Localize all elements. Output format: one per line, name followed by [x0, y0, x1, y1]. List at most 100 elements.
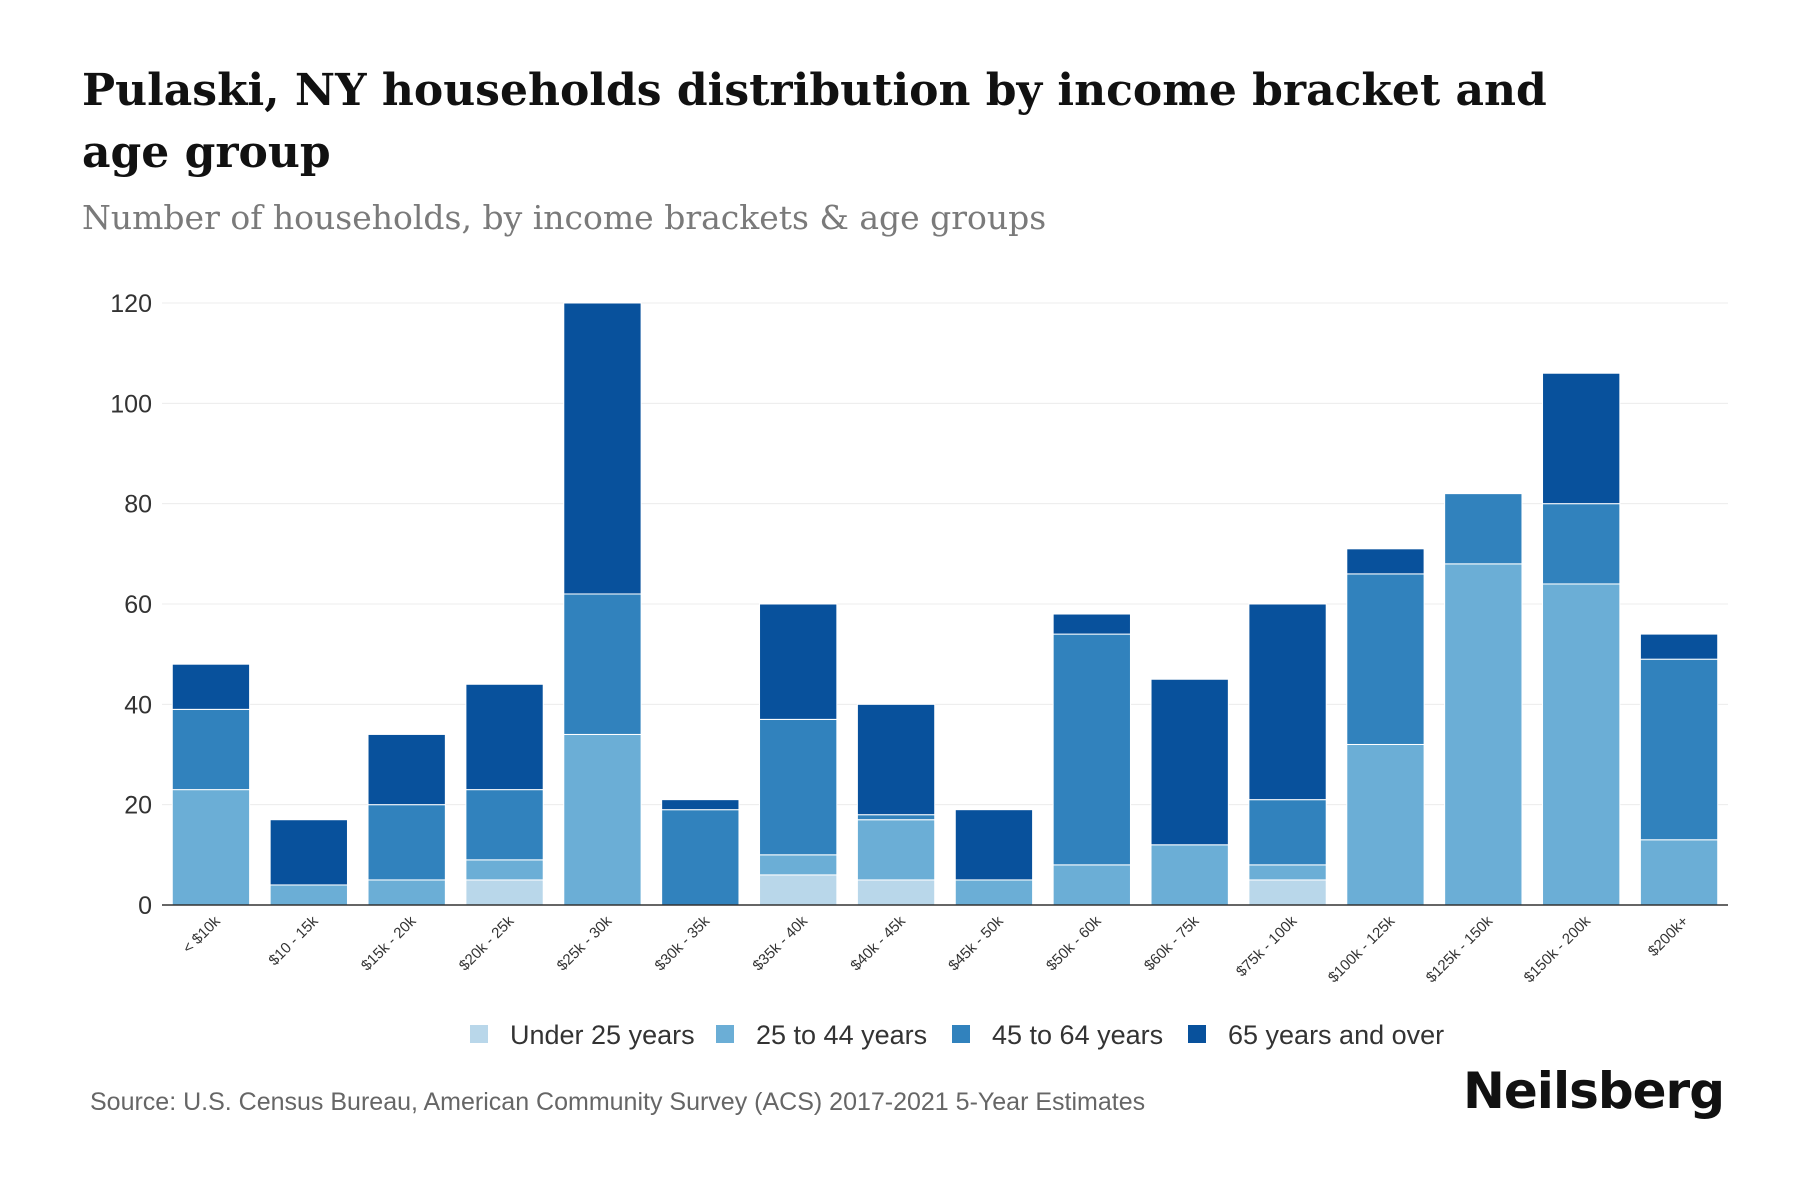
bar-segment	[1052, 633, 1131, 866]
bar-segment	[1150, 678, 1229, 846]
bar-segment	[856, 814, 936, 821]
bar-segment	[563, 593, 642, 735]
bar-segment	[661, 809, 740, 906]
x-tick-label: $15k - 20k	[358, 912, 420, 974]
bar-segment	[954, 809, 1034, 881]
bar-segment	[759, 854, 838, 876]
chart-subtitle: Number of households, by income brackets…	[82, 198, 1047, 237]
y-axis-ticks: 0 20 40 60 80 100 120	[110, 290, 152, 920]
x-tick-label: $20k - 25k	[456, 912, 518, 974]
legend-item: Under 25 years	[470, 1020, 695, 1050]
bar-stack	[759, 603, 838, 906]
bar-segment	[1346, 743, 1425, 906]
x-tick-label: $25k - 30k	[554, 912, 616, 974]
bar-segment	[1248, 799, 1327, 866]
legend-swatch	[716, 1025, 734, 1043]
bar-stack	[856, 703, 936, 906]
bar-segment	[1542, 503, 1621, 585]
bar-segment	[367, 804, 446, 881]
legend-label: 65 years and over	[1228, 1020, 1444, 1050]
bar-segment	[1444, 563, 1523, 906]
bar-segment	[1542, 372, 1621, 505]
legend-swatch	[952, 1025, 970, 1043]
source-note: Source: U.S. Census Bureau, American Com…	[90, 1088, 1146, 1116]
x-tick-label: $150k - 200k	[1521, 912, 1595, 986]
bar-segment	[465, 683, 544, 791]
bar-segment	[759, 718, 838, 856]
legend-label: 25 to 44 years	[756, 1020, 927, 1050]
legend-item: 65 years and over	[1188, 1020, 1444, 1050]
bar-segment	[171, 663, 251, 710]
bar-segment	[759, 874, 838, 906]
bar-segment	[563, 302, 642, 595]
x-tick-label: < $10k	[180, 912, 225, 957]
bar-segment	[856, 879, 936, 906]
legend-label: Under 25 years	[510, 1020, 695, 1050]
y-tick-label: 80	[124, 491, 152, 519]
bar-segment	[465, 789, 544, 861]
legend: Under 25 years 25 to 44 years 45 to 64 yea…	[470, 1020, 1444, 1050]
x-tick-label: $10 - 15k	[265, 912, 322, 969]
bar-stack	[661, 799, 740, 906]
bar-segment	[269, 884, 348, 906]
bar-segment	[171, 708, 251, 791]
x-axis-ticks: < $10k $10 - 15k $15k - 20k $20k - 25k $25k …	[180, 912, 1692, 986]
bar-stack	[1639, 633, 1719, 906]
y-tick-label: 100	[110, 390, 152, 418]
bar-segment	[1052, 613, 1131, 635]
x-tick-label: $45k - 50k	[945, 912, 1007, 974]
x-tick-label: $60k - 75k	[1141, 912, 1203, 974]
bar-stack	[563, 302, 642, 906]
y-tick-label: 120	[110, 290, 152, 318]
bar-segment	[1639, 839, 1719, 906]
bar-segment	[661, 799, 740, 811]
y-tick-label: 40	[124, 691, 152, 719]
y-tick-label: 20	[124, 792, 152, 820]
x-tick-label: $40k - 45k	[847, 912, 909, 974]
neilsberg-logo: Neilsberg	[1463, 1062, 1725, 1120]
bar-stack	[1052, 613, 1131, 906]
bar-segment	[465, 879, 544, 906]
bar-segment	[954, 879, 1034, 906]
bar-segment	[1639, 658, 1719, 841]
bar-stack	[171, 663, 251, 906]
legend-item: 25 to 44 years	[716, 1020, 927, 1050]
bar-stack	[1542, 372, 1621, 906]
bar-segment	[1444, 493, 1523, 565]
bar-segment	[1542, 583, 1621, 906]
bar-stack	[1346, 548, 1425, 906]
bar-segment	[465, 859, 544, 881]
bar-stack	[465, 683, 544, 906]
bar-stack	[1444, 493, 1523, 906]
bar-segment	[856, 819, 936, 881]
bar-segment	[1346, 548, 1425, 575]
bar-segment	[856, 703, 936, 816]
bar-stack	[367, 733, 446, 906]
bar-stack	[954, 809, 1034, 906]
bar-segment	[367, 733, 446, 806]
bar-stack	[1150, 678, 1229, 906]
bar-stack	[269, 819, 348, 906]
x-tick-label: $30k - 35k	[652, 912, 714, 974]
x-tick-label: $100k - 125k	[1325, 912, 1399, 986]
bar-segment	[759, 603, 838, 720]
x-tick-label: $200k+	[1645, 913, 1692, 960]
bar-stack	[1248, 603, 1327, 906]
bar-segment	[269, 819, 348, 886]
legend-swatch	[1188, 1025, 1206, 1043]
x-tick-label: $50k - 60k	[1043, 912, 1105, 974]
x-tick-label: $35k - 40k	[749, 912, 811, 974]
bar-segment	[1052, 864, 1131, 906]
bar-segment	[1346, 573, 1425, 745]
bar-segment	[1150, 844, 1229, 906]
bar-segment	[171, 789, 251, 906]
bar-segment	[1248, 603, 1327, 801]
x-tick-label: $125k - 150k	[1423, 912, 1497, 986]
bars	[162, 302, 1728, 906]
legend-label: 45 to 64 years	[992, 1020, 1163, 1050]
y-tick-label: 60	[124, 591, 152, 619]
legend-item: 45 to 64 years	[952, 1020, 1163, 1050]
chart-title: Pulaski, NY households distribution by i…	[82, 65, 1547, 178]
x-tick-label: $75k - 100k	[1233, 912, 1301, 980]
